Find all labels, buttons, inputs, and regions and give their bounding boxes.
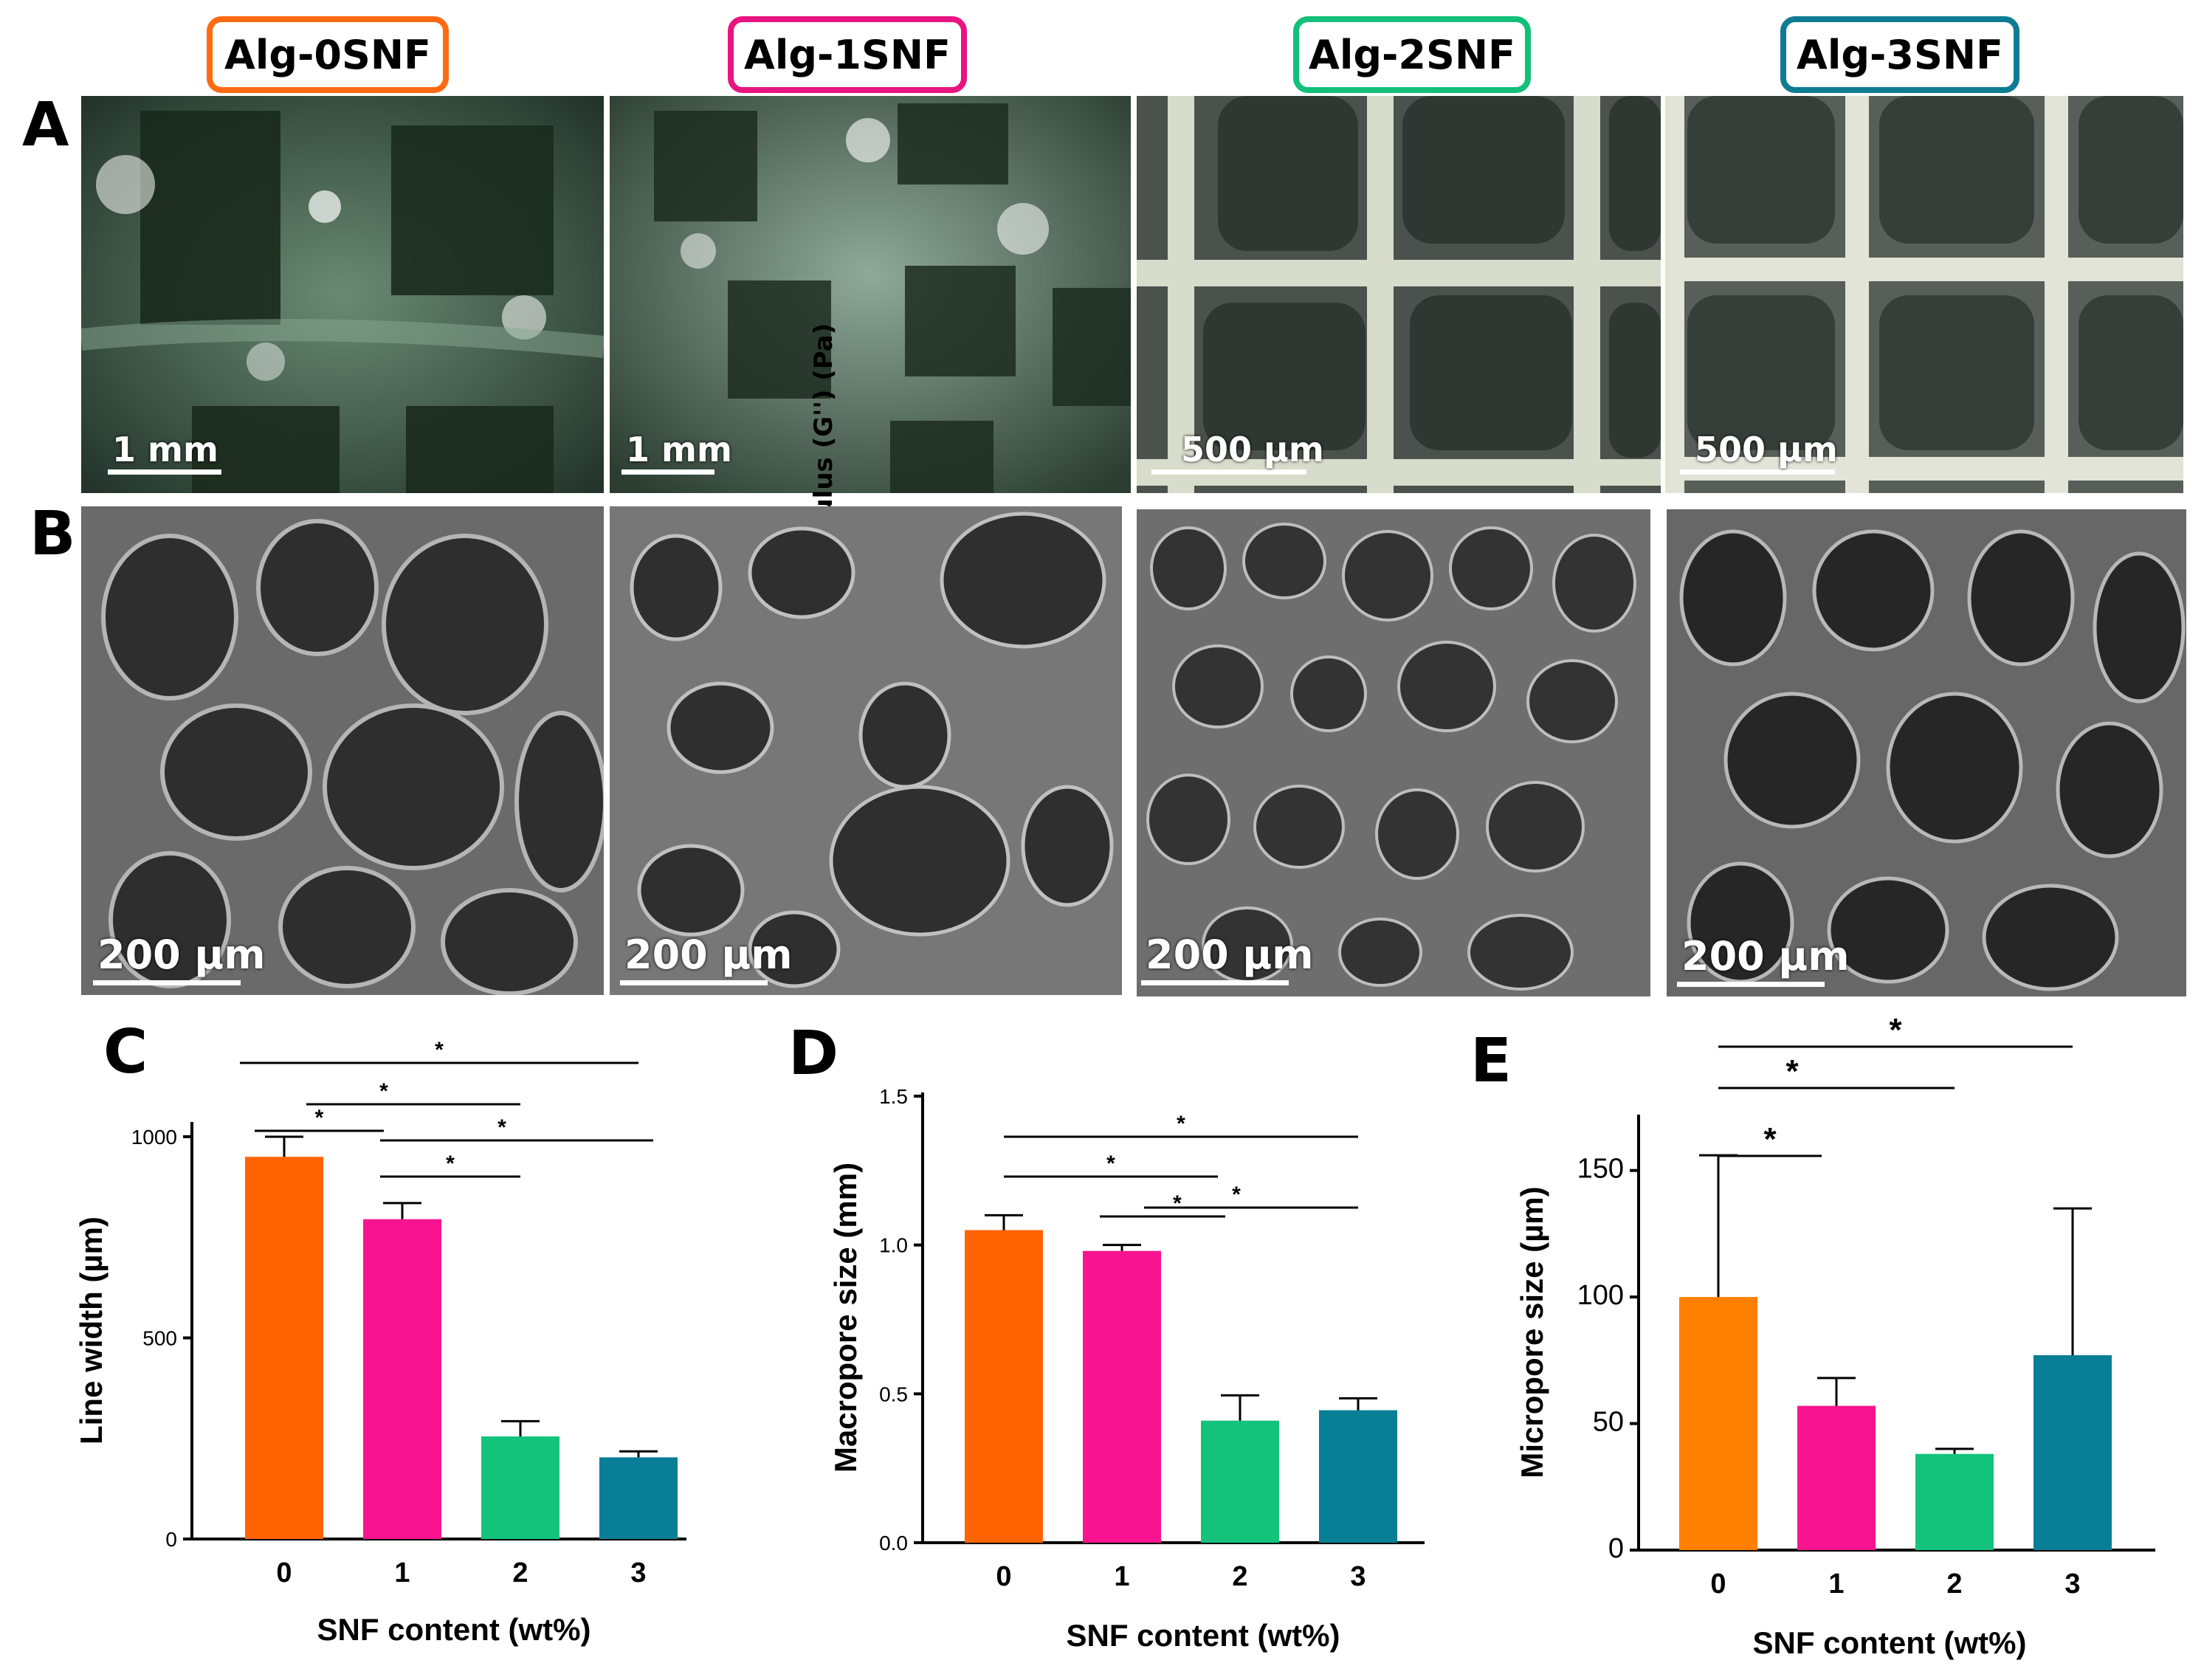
panel-letter-c: C — [103, 1017, 148, 1087]
y-tick-label: 150 — [1577, 1154, 1624, 1185]
chart-c-line-width: 0 500 1000 0 1 2 3 SNF content (wt%) Line width … — [59, 1019, 723, 1661]
sem-image-art — [1137, 509, 1650, 996]
x-tick-label: 2 — [512, 1557, 528, 1588]
bar-0 — [1679, 1297, 1757, 1550]
significance-star: * — [435, 1038, 444, 1062]
optical-image-alg2snf — [1137, 96, 1661, 493]
panel-letter-d: D — [788, 1019, 839, 1089]
sample-label-text: Alg-1SNF — [744, 31, 951, 78]
chart-d-svg: 0.0 0.5 1.0 1.5 0 1 2 3 SNF content (wt%) Macropo… — [828, 1085, 1425, 1653]
bar-2 — [1201, 1420, 1279, 1543]
panel-letter-e: E — [1470, 1026, 1512, 1096]
sample-label-text: Alg-2SNF — [1309, 31, 1515, 78]
significance-star: * — [315, 1106, 324, 1130]
x-axis-label: SNF content (wt%) — [1067, 1618, 1340, 1653]
significance-star: * — [497, 1115, 506, 1140]
optical-image-art — [1137, 96, 1661, 493]
x-axis-label: SNF content (wt%) — [1753, 1625, 2027, 1660]
optical-image-alg0snf — [81, 96, 604, 493]
sample-label-text: Alg-0SNF — [224, 31, 431, 78]
y-tick-label: 1.5 — [879, 1085, 908, 1108]
sem-image-alg3snf — [1667, 509, 2186, 996]
sem-image-alg1snf — [610, 506, 1122, 995]
chart-c-svg: 0 500 1000 0 1 2 3 SNF content (wt%) Line width … — [74, 1038, 686, 1647]
x-tick-label: 2 — [1232, 1561, 1247, 1592]
x-tick-label: 1 — [394, 1557, 410, 1588]
sem-image-art — [610, 506, 1122, 995]
y-tick-label: 0 — [165, 1528, 177, 1551]
x-tick-label: 3 — [2064, 1569, 2080, 1600]
optical-image-art — [1665, 96, 2183, 493]
significance-star: * — [1763, 1121, 1777, 1157]
significance-star: * — [1173, 1191, 1182, 1216]
sem-image-alg0snf — [81, 506, 604, 995]
sem-image-alg2snf — [1137, 509, 1650, 996]
panel-letter-a: A — [22, 90, 69, 160]
chart-d-macropore: 0.0 0.5 1.0 1.5 0 1 2 3 SNF content (wt%) Macropo… — [805, 1019, 1461, 1668]
sample-label-2: Alg-2SNF — [1293, 16, 1531, 93]
bar-3 — [599, 1457, 678, 1539]
y-tick-label: 100 — [1577, 1280, 1624, 1311]
x-axis-label: SNF content (wt%) — [317, 1612, 591, 1647]
y-tick-label: 500 — [142, 1327, 177, 1350]
sem-image-art — [1667, 509, 2186, 996]
significance-star: * — [1177, 1112, 1185, 1136]
y-axis-label: Line width (µm) — [74, 1216, 109, 1445]
bar-0 — [965, 1230, 1043, 1543]
y-axis-label: Micropore size (µm) — [1515, 1186, 1549, 1478]
bar-3 — [1319, 1410, 1397, 1543]
y-tick-label: 1000 — [131, 1126, 177, 1149]
y-tick-label: 0.5 — [879, 1383, 908, 1405]
bar-2 — [1915, 1453, 1994, 1550]
significance-star: * — [379, 1079, 388, 1104]
bar-0 — [245, 1157, 323, 1539]
sample-label-1: Alg-1SNF — [728, 16, 967, 93]
sample-label-0: Alg-0SNF — [207, 16, 449, 93]
significance-star: * — [1232, 1182, 1241, 1207]
x-tick-label: 0 — [996, 1561, 1011, 1592]
x-tick-label: 2 — [1946, 1569, 1962, 1600]
optical-image-art — [610, 96, 1131, 493]
sem-image-art — [81, 506, 604, 995]
optical-image-art — [81, 96, 604, 493]
x-tick-label: 1 — [1114, 1561, 1129, 1592]
chart-e-micropore: 0 50 100 150 0 1 2 3 SNF content (wt%) Micropore … — [1491, 1004, 2192, 1668]
x-tick-label: 1 — [1828, 1569, 1844, 1600]
optical-image-alg3snf — [1665, 96, 2183, 493]
bar-1 — [1797, 1405, 1876, 1550]
optical-image-alg1snf — [610, 96, 1131, 493]
panel-letter-b: B — [30, 499, 76, 569]
significance-star: * — [446, 1151, 455, 1176]
sample-label-3: Alg-3SNF — [1780, 16, 2019, 93]
bar-1 — [1083, 1250, 1161, 1543]
significance-star: * — [1106, 1151, 1115, 1176]
x-tick-label: 3 — [630, 1557, 646, 1588]
y-tick-label: 50 — [1593, 1407, 1624, 1438]
significance-star: * — [1889, 1012, 1902, 1048]
y-tick-label: 0.0 — [879, 1532, 908, 1555]
y-tick-label: 1.0 — [879, 1234, 908, 1257]
bar-2 — [481, 1436, 559, 1539]
x-tick-label: 3 — [1350, 1561, 1366, 1592]
bar-1 — [363, 1219, 441, 1539]
x-tick-label: 0 — [1710, 1569, 1726, 1600]
y-axis-label: Macropore size (mm) — [828, 1163, 863, 1473]
sample-label-text: Alg-3SNF — [1797, 31, 2003, 78]
x-tick-label: 0 — [276, 1557, 292, 1588]
bar-3 — [2033, 1355, 2112, 1550]
significance-star: * — [1785, 1053, 1799, 1089]
y-tick-label: 0 — [1608, 1533, 1624, 1564]
chart-e-svg: 0 50 100 150 0 1 2 3 SNF content (wt%) Micropore … — [1515, 1012, 2155, 1660]
